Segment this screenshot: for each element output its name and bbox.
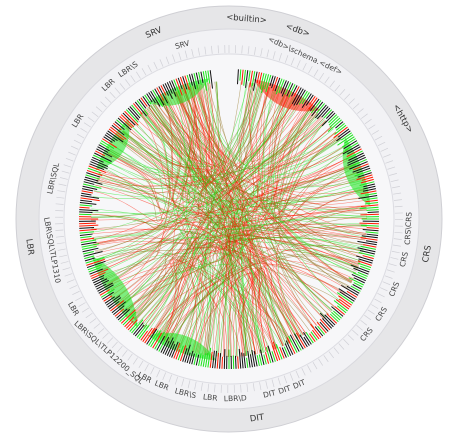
inner-label-10: LBR\D (224, 393, 247, 403)
inner-label-2: CRS\CRS (403, 211, 414, 245)
outer-label-5: DIT (249, 412, 265, 424)
leaf-nodes (79, 69, 379, 369)
outer-label-6: LBR (23, 238, 35, 256)
node-tick-marks (55, 45, 404, 393)
inner-label-9: DIT (262, 388, 277, 400)
outer-label-1: <builtin> (226, 13, 268, 27)
inner-label-11: LBR (203, 392, 218, 402)
inner-label-0: SRV (174, 38, 191, 51)
edge-bundles (91, 78, 371, 361)
inner-label-8: DIT (277, 383, 292, 396)
inner-label-3: CRS (398, 251, 410, 268)
outer-label-4: CRS (421, 245, 434, 264)
